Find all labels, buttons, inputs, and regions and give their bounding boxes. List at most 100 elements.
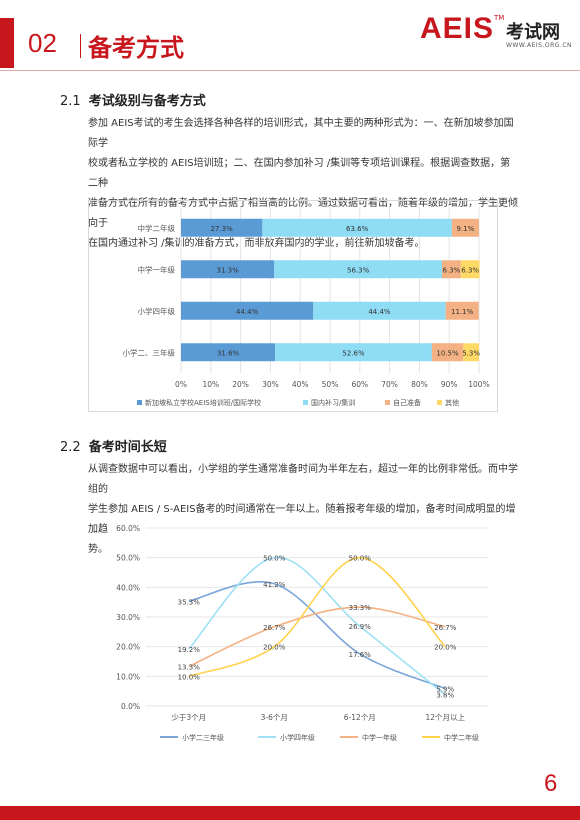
data-label: 50.0% bbox=[349, 555, 372, 563]
legend-label: 自己准备 bbox=[393, 398, 421, 407]
legend-label: 国内补习/集训 bbox=[311, 398, 355, 407]
data-label: 35.3% bbox=[178, 598, 201, 606]
section-heading-2-1: 2.1 考试级别与备考方式 bbox=[60, 90, 206, 109]
bar-segment bbox=[181, 260, 275, 279]
x-tick-label: 50% bbox=[322, 380, 339, 389]
x-tick-label: 40% bbox=[292, 380, 309, 389]
bar-segment bbox=[181, 218, 263, 237]
prep-method-chart: 0% 10% 20% 30% 40% 50% 60% 70% 80% 90% 100% 中学二年级 27… bbox=[88, 200, 498, 412]
category-label: 中学一年级 bbox=[138, 264, 176, 274]
data-label: 20.0% bbox=[263, 644, 286, 652]
page-number: 6 bbox=[544, 770, 558, 797]
legend-swatch bbox=[137, 400, 142, 405]
prep-duration-chart: 0.0% 10.0% 20.0% 30.0% 40.0% 50.0% 60.0% 少于3个月 3… bbox=[88, 520, 498, 752]
legend-swatch bbox=[437, 400, 442, 405]
data-label: 17.6% bbox=[349, 651, 372, 659]
bar-segment bbox=[442, 260, 461, 279]
data-label: 44.4% bbox=[236, 308, 259, 316]
data-label: 31.3% bbox=[217, 266, 240, 274]
bar-segment bbox=[445, 301, 479, 320]
data-label: 6.3% bbox=[461, 266, 479, 274]
bar-segment bbox=[181, 301, 314, 320]
data-label: 50.0% bbox=[263, 555, 286, 563]
bar-segment bbox=[463, 343, 479, 362]
bar-segment bbox=[275, 343, 432, 362]
legend-swatch bbox=[303, 400, 308, 405]
category-label: 小学四年级 bbox=[138, 306, 176, 316]
data-label: 31.6% bbox=[217, 349, 240, 357]
bar-segment bbox=[431, 343, 464, 362]
section-number: 2.2 bbox=[60, 440, 81, 455]
section-paragraph: 参加 AEIS考试的考生会选择各种各样的培训形式，其中主要的两种形式为：一、在新… bbox=[88, 114, 518, 254]
series-line bbox=[188, 556, 446, 696]
data-label: 33.3% bbox=[349, 604, 372, 612]
bar-segment bbox=[262, 218, 452, 237]
x-tick-label: 70% bbox=[381, 380, 398, 389]
x-tick-label: 90% bbox=[441, 380, 458, 389]
x-tick-label: 100% bbox=[468, 380, 489, 389]
footer-red-bar bbox=[0, 806, 580, 820]
x-tick-label: 0% bbox=[175, 380, 187, 389]
bar-segment bbox=[181, 343, 276, 362]
paragraph-line: 校或者私立学校的 AEIS培训班；二、在国内参加补习 /集训等专项培训课程。根据… bbox=[88, 158, 511, 189]
header-red-block bbox=[0, 18, 14, 68]
data-label: 19.2% bbox=[178, 646, 201, 654]
data-label: 3.8% bbox=[436, 692, 454, 700]
data-label: 26.9% bbox=[349, 623, 372, 631]
paragraph-line: 学生参加 AEIS / S-AEIS备考的时间通常在一年以上。随着报考年级的增加… bbox=[88, 504, 516, 535]
bar-segment bbox=[451, 218, 479, 237]
data-label: 20.0% bbox=[434, 644, 457, 652]
y-tick-label: 30.0% bbox=[116, 613, 140, 622]
data-label: 26.7% bbox=[263, 624, 286, 632]
chapter-number: 02 bbox=[28, 28, 57, 58]
section-title: 备考时间长短 bbox=[88, 440, 167, 455]
data-label: 56.3% bbox=[347, 266, 370, 274]
bar-segment bbox=[460, 260, 480, 279]
chapter-divider bbox=[80, 34, 81, 58]
data-label: 41.2% bbox=[263, 581, 286, 589]
section-paragraph: 从调查数据中可以看出，小学组的学生通常准备时间为半年左右，超过一年的比例非常低。… bbox=[88, 460, 518, 560]
x-tick-label: 60% bbox=[351, 380, 368, 389]
y-tick-label: 20.0% bbox=[116, 643, 140, 652]
data-label: 44.4% bbox=[368, 308, 391, 316]
x-tick-label: 80% bbox=[411, 380, 428, 389]
data-label: 6.3% bbox=[443, 266, 461, 274]
prep-duration-chart-svg: 0.0% 10.0% 20.0% 30.0% 40.0% 50.0% 60.0% 少于3个月 3… bbox=[116, 524, 488, 742]
data-label: 13.3% bbox=[178, 664, 201, 672]
paragraph-line: 参加 AEIS考试的考生会选择各种各样的培训形式，其中主要的两种形式为：一、在新… bbox=[88, 118, 514, 149]
x-tick-label: 20% bbox=[232, 380, 249, 389]
logo-trademark: TM bbox=[494, 14, 505, 22]
paragraph-line: 准备方式在所有的备考方式中占据了相当高的比例。通过数据可看出，随着年级的增加，学… bbox=[88, 198, 518, 229]
series-line bbox=[188, 606, 446, 668]
bar-segment bbox=[313, 301, 446, 320]
logo-wordmark: AEIS bbox=[420, 12, 495, 45]
page-header: 02 备考方式 AEIS TM 考试网 WWW.AEIS.ORG.CN bbox=[0, 0, 580, 70]
y-tick-label: 10.0% bbox=[116, 672, 140, 681]
section-heading-2-2: 2.2 备考时间长短 bbox=[60, 436, 167, 455]
data-label: 27.3% bbox=[211, 225, 234, 233]
x-tick-label: 30% bbox=[262, 380, 279, 389]
data-label: 63.6% bbox=[346, 225, 369, 233]
data-label: 11.1% bbox=[451, 308, 474, 316]
bar-segment bbox=[274, 260, 443, 279]
legend-label: 新加坡私立学校AEIS培训班/国际学校 bbox=[145, 398, 261, 407]
section-number: 2.1 bbox=[60, 94, 81, 109]
data-label: 9.1% bbox=[457, 225, 475, 233]
x-tick-label: 10% bbox=[202, 380, 219, 389]
legend-label: 中学一年级 bbox=[362, 733, 397, 742]
series-line bbox=[188, 581, 446, 690]
legend-label: 小学二三年级 bbox=[182, 733, 224, 742]
data-label: 52.6% bbox=[342, 349, 365, 357]
x-tick-label: 3-6个月 bbox=[261, 713, 288, 722]
y-tick-label: 40.0% bbox=[116, 583, 140, 592]
chapter-title: 备考方式 bbox=[88, 34, 184, 62]
data-label: 10.5% bbox=[436, 349, 459, 357]
x-tick-label: 6-12个月 bbox=[344, 713, 376, 722]
data-label: 5.9% bbox=[436, 685, 454, 693]
x-tick-label: 少于3个月 bbox=[171, 713, 206, 722]
category-label: 小学二、三年级 bbox=[123, 347, 176, 357]
x-tick-label: 12个月以上 bbox=[425, 713, 465, 722]
legend-label: 中学二年级 bbox=[444, 733, 479, 742]
data-label: 26.7% bbox=[434, 624, 457, 632]
section-title: 考试级别与备考方式 bbox=[88, 94, 206, 109]
